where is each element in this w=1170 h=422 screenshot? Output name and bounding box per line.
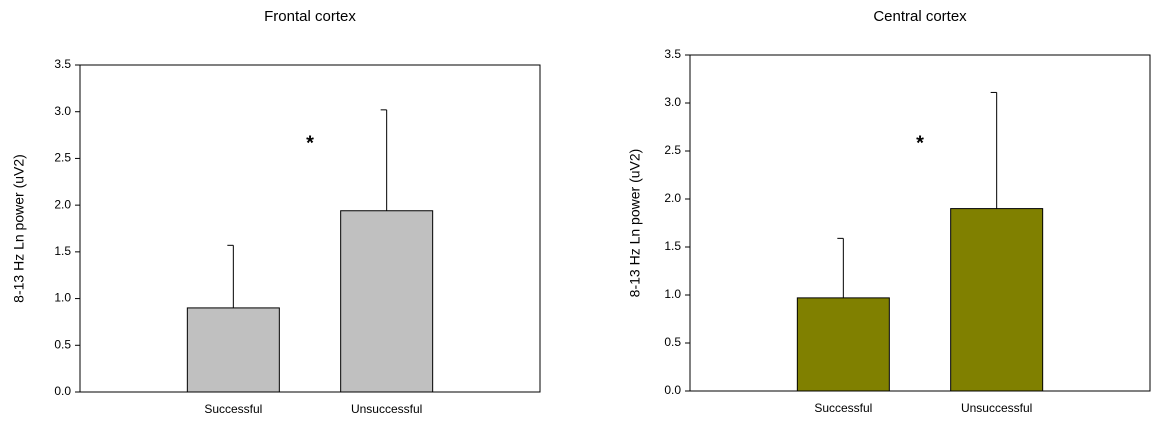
x-tick-label: Unsuccessful xyxy=(351,402,422,416)
annotation: * xyxy=(306,132,314,154)
bar xyxy=(340,210,434,393)
y-tick-label: 0.5 xyxy=(664,335,681,349)
plot-frame xyxy=(79,64,541,393)
chart-title: Frontal cortex xyxy=(264,8,356,25)
y-tick-label: 3.0 xyxy=(664,95,681,109)
y-tick-label: 0.0 xyxy=(54,384,71,398)
bar xyxy=(796,297,890,392)
y-axis-label: 8-13 Hz Ln power (uV2) xyxy=(627,149,643,298)
y-tick-label: 3.0 xyxy=(54,104,71,118)
annotation: * xyxy=(916,132,924,154)
y-tick-label: 1.0 xyxy=(664,287,681,301)
x-tick-label: Successful xyxy=(204,402,262,416)
y-tick-label: 1.0 xyxy=(54,291,71,305)
x-tick-label: Successful xyxy=(814,401,872,415)
x-tick-label: Unsuccessful xyxy=(961,401,1032,415)
y-tick-label: 0.0 xyxy=(664,383,681,397)
y-tick-label: 2.0 xyxy=(54,197,71,211)
y-tick-label: 3.5 xyxy=(54,57,71,71)
y-tick-label: 2.5 xyxy=(54,151,71,165)
y-tick-label: 1.5 xyxy=(54,244,71,258)
bar xyxy=(950,208,1044,392)
y-tick-label: 2.0 xyxy=(664,191,681,205)
chart-title: Central cortex xyxy=(873,8,967,25)
y-tick-label: 2.5 xyxy=(664,143,681,157)
y-tick-label: 0.5 xyxy=(54,337,71,351)
plot-frame xyxy=(689,54,1151,392)
y-tick-label: 3.5 xyxy=(664,47,681,61)
bar xyxy=(186,307,280,393)
y-axis-label: 8-13 Hz Ln power (uV2) xyxy=(11,154,27,303)
y-tick-label: 1.5 xyxy=(664,239,681,253)
